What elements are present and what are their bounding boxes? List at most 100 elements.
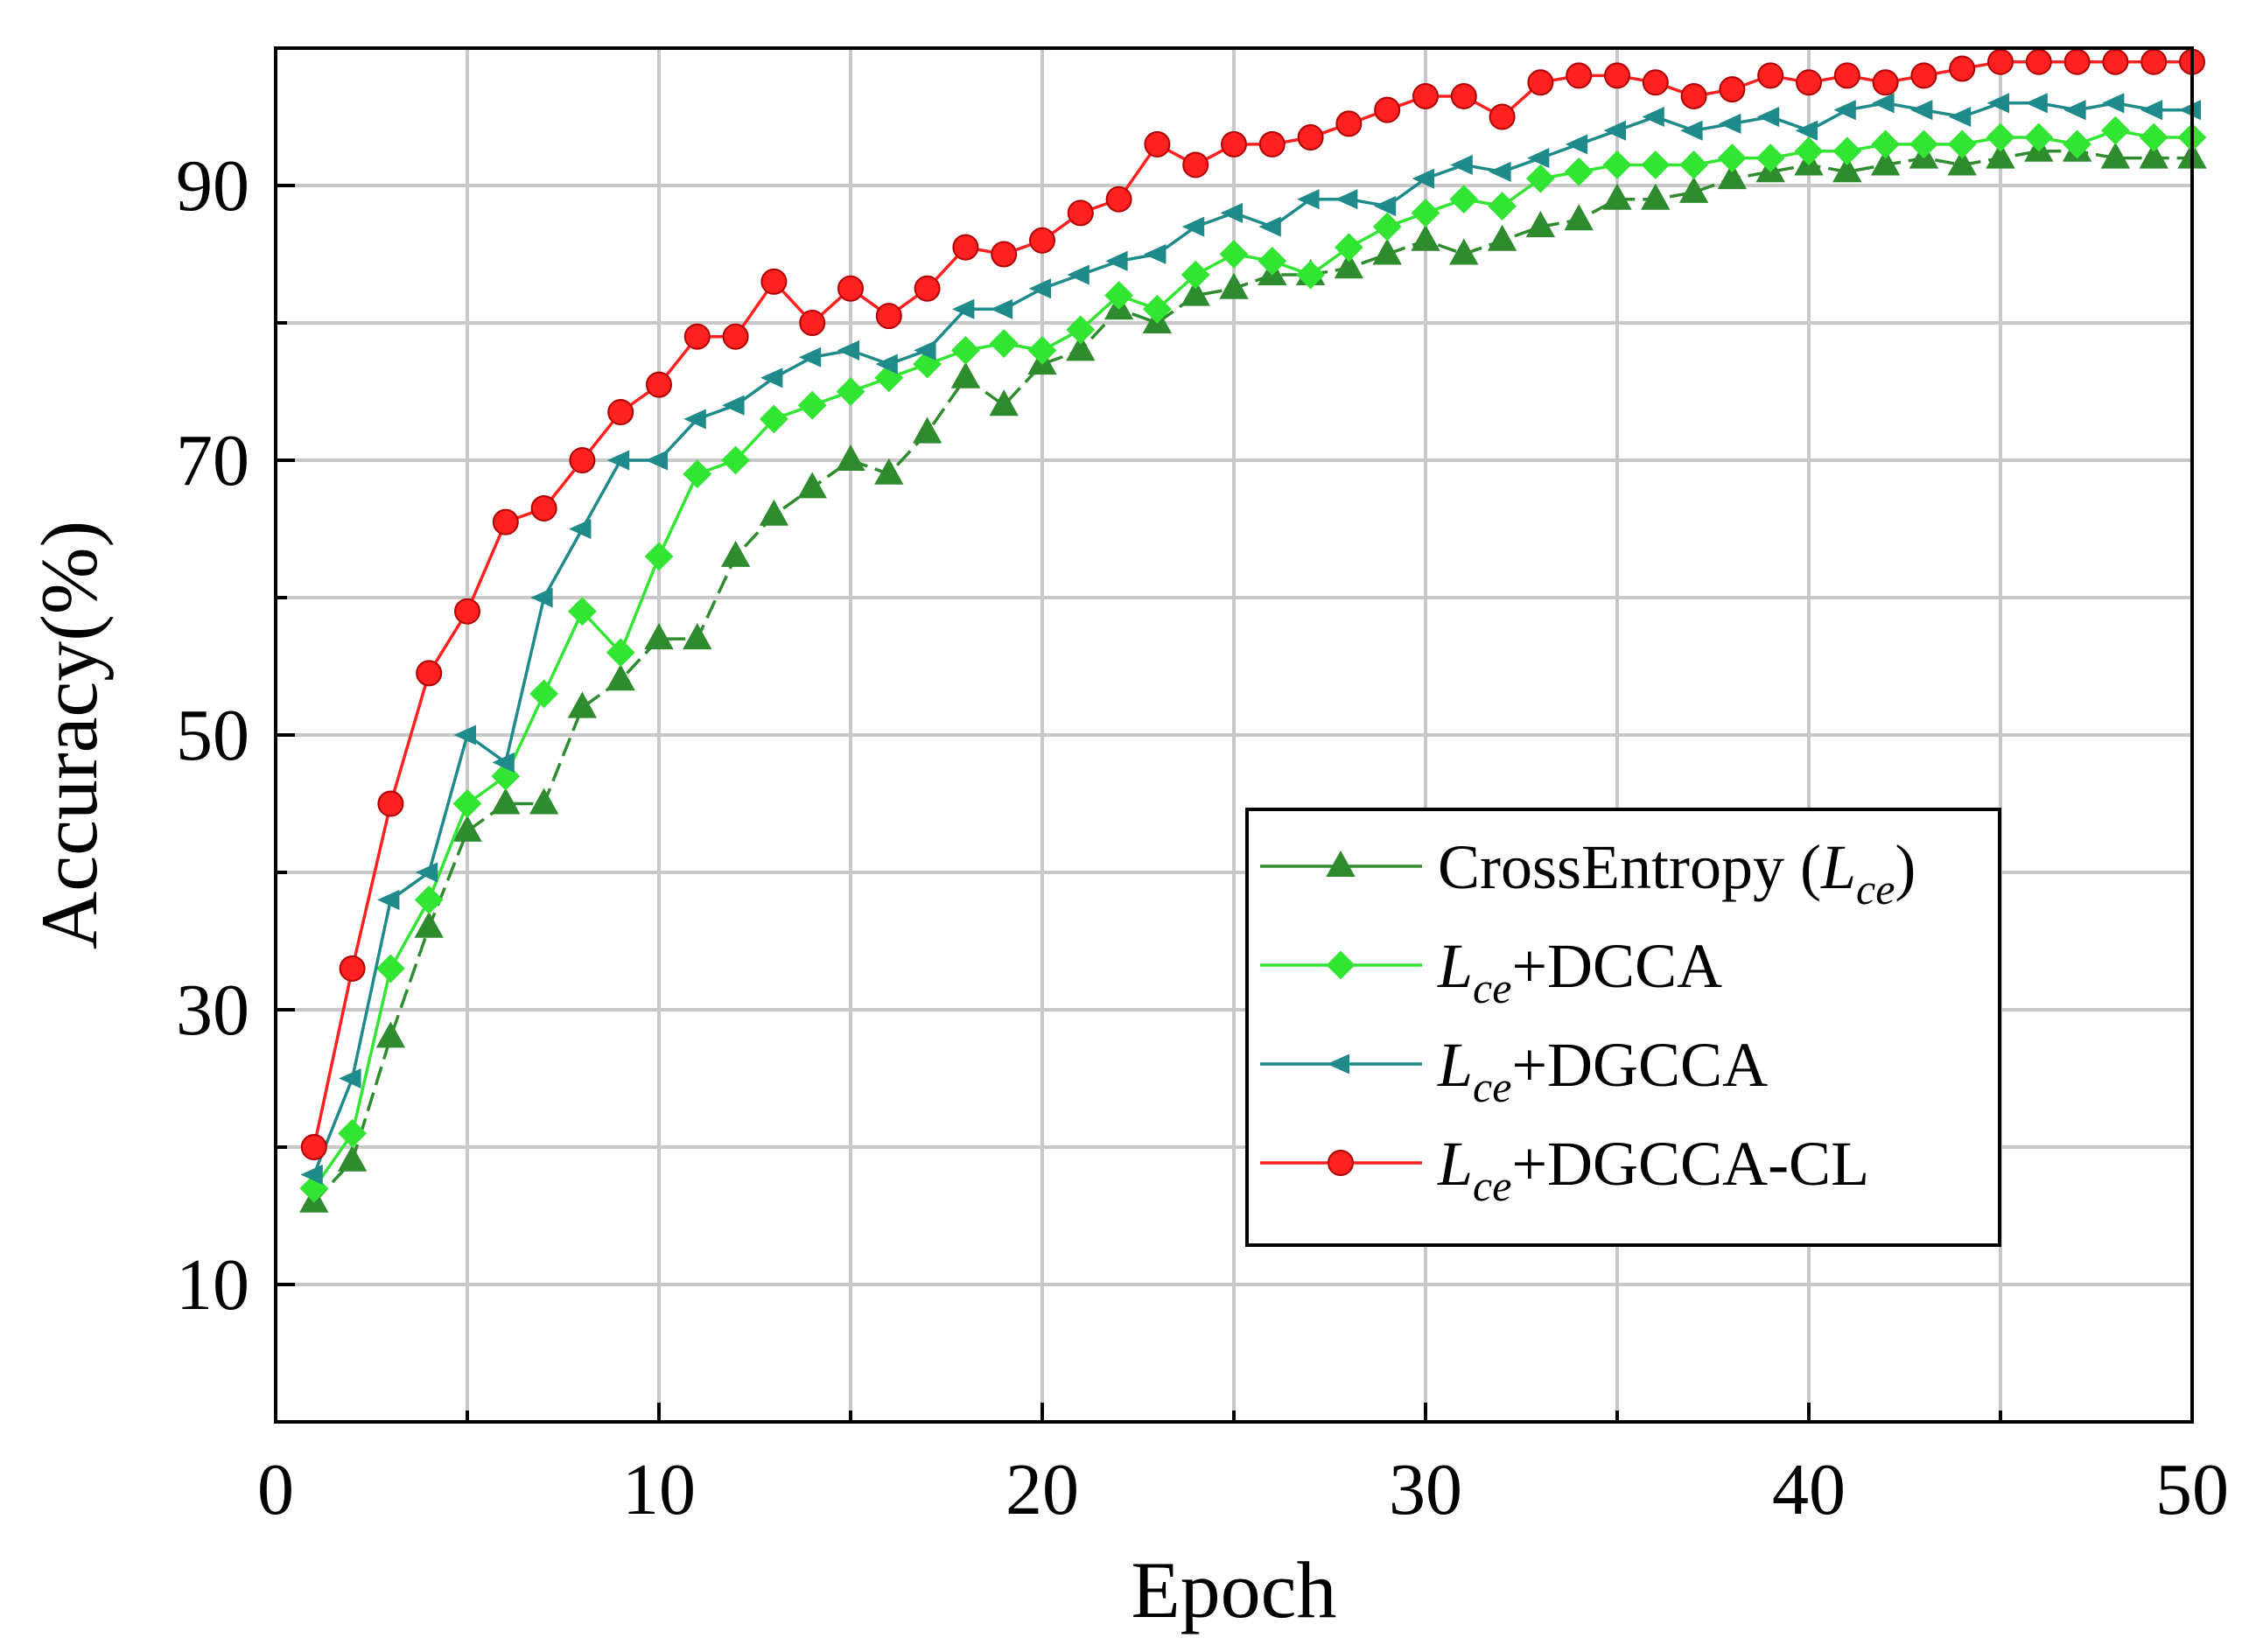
data-point [452, 789, 482, 818]
data-point [1372, 212, 1402, 242]
legend-marker [1326, 850, 1356, 877]
legend-marker [1327, 1054, 1349, 1074]
data-point [530, 494, 557, 522]
data-point [1986, 93, 2009, 114]
data-point [2100, 116, 2130, 145]
data-point [1029, 227, 1055, 254]
data-point [1718, 113, 1741, 134]
legend-label: Lce+DGCCA-CL [1437, 1129, 1869, 1210]
data-point [1412, 82, 1439, 109]
data-point [1067, 200, 1094, 227]
data-point [1296, 260, 1326, 290]
data-point [568, 518, 592, 540]
data-point [837, 275, 864, 302]
data-point [339, 1068, 361, 1089]
data-point [1527, 69, 1554, 96]
x-tick-label: 50 [2155, 1449, 2229, 1530]
legend-label-italic: L [1437, 1129, 1473, 1199]
data-point [376, 889, 400, 910]
data-point [914, 275, 941, 302]
series-3 [300, 93, 2201, 1185]
data-point [414, 885, 444, 914]
ticks [274, 184, 2194, 1422]
x-tick-label: 20 [1005, 1449, 1079, 1530]
data-point [1755, 144, 1785, 173]
legend: CrossEntropy (Lce)Lce+DCCALce+DGCCALce+D… [1245, 808, 2001, 1247]
data-point [607, 399, 634, 426]
data-point [1335, 110, 1363, 137]
legend-marker [1328, 1150, 1354, 1176]
data-point [453, 724, 476, 746]
legend-item: CrossEntropy (Lce) [1260, 832, 1916, 914]
legend-label-suffix: +DCCA [1511, 931, 1722, 1001]
data-point [2063, 130, 2092, 159]
data-point [1678, 176, 1709, 203]
data-point [797, 390, 827, 420]
data-point [914, 340, 936, 360]
y-tick-label: 70 [176, 420, 249, 501]
data-point [1602, 183, 1632, 210]
data-point [1909, 100, 1933, 121]
data-point [1143, 243, 1167, 265]
data-point [1449, 185, 1479, 214]
y-tick-label: 30 [176, 970, 249, 1051]
data-point [1871, 130, 1901, 159]
legend-label-suffix: +DGCCA [1511, 1030, 1768, 1100]
data-point [1335, 189, 1358, 210]
data-point [1949, 55, 1976, 82]
data-point [1105, 186, 1132, 213]
legend-label-suffix: +DGCCA-CL [1511, 1129, 1869, 1199]
data-point [2025, 48, 2052, 75]
data-point [1642, 69, 1669, 96]
data-point [300, 1134, 327, 1160]
data-point [2063, 48, 2091, 75]
data-point [1794, 136, 1824, 166]
data-point [1717, 144, 1747, 173]
data-point [1027, 335, 1057, 365]
legend-label-subscript: ce [1856, 864, 1895, 914]
legend-box [1245, 808, 2001, 1247]
data-point [1986, 142, 2015, 169]
data-point [530, 587, 553, 608]
data-point [1489, 161, 1511, 182]
data-point [760, 368, 783, 388]
data-point [1526, 148, 1550, 169]
data-point [567, 597, 597, 626]
data-point [798, 346, 822, 368]
data-point [759, 404, 788, 434]
x-tick-label: 40 [1772, 1449, 1846, 1530]
data-point [875, 303, 902, 330]
data-point [300, 1164, 323, 1185]
data-point [1258, 216, 1281, 237]
data-point [492, 508, 519, 536]
data-point [1334, 252, 1364, 279]
legend-label-prefix: CrossEntropy ( [1438, 832, 1821, 902]
data-point [1181, 216, 1205, 237]
data-point [912, 416, 942, 444]
data-point [1565, 134, 1588, 155]
data-point [1833, 62, 1860, 89]
data-point [1947, 130, 1977, 159]
data-point [1373, 195, 1397, 217]
data-point [1411, 224, 1440, 251]
data-point [797, 472, 827, 499]
data-point [1334, 233, 1363, 262]
data-point [1411, 198, 1440, 228]
data-point [529, 788, 559, 815]
data-point [337, 1144, 368, 1172]
data-point [1910, 62, 1937, 89]
data-point [683, 623, 712, 650]
data-point [1372, 238, 1402, 265]
data-point [1717, 163, 1748, 190]
data-point [1525, 164, 1555, 193]
data-point [2139, 142, 2168, 169]
data-point [338, 1118, 368, 1148]
data-point [644, 623, 674, 650]
data-point [1833, 100, 1856, 121]
data-point [1258, 130, 1286, 158]
data-point [1948, 106, 1972, 128]
data-point [1297, 189, 1320, 210]
data-point [1719, 76, 1746, 103]
data-point [1142, 294, 1172, 324]
